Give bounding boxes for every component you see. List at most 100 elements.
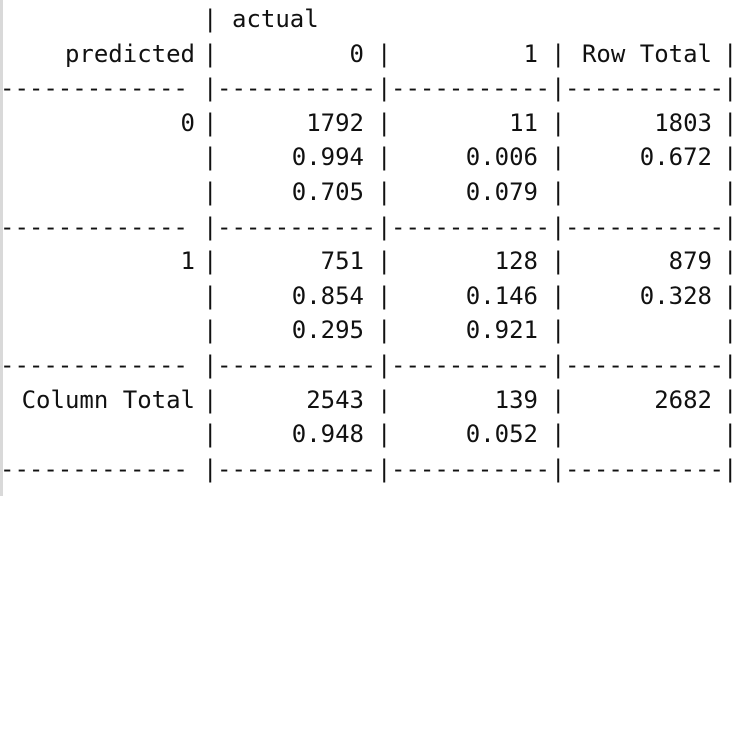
pipe: | [551, 143, 566, 172]
cell-col-prop: 0.295 [291, 316, 364, 345]
pipe: | [203, 212, 218, 241]
left-border [0, 0, 3, 496]
separator-seg: ----------- [391, 454, 550, 483]
pipe: | [551, 247, 566, 276]
row-0-col-props: | 0.705 | 0.079 | | [0, 175, 752, 210]
pipe: | [551, 350, 566, 379]
pipe: | [377, 420, 392, 449]
separator-seg: ----------- [565, 74, 724, 103]
separator-seg: ----------- [217, 212, 376, 241]
pipe: | [723, 316, 738, 345]
pipe: | [377, 108, 392, 137]
column-total-count: 2543 [306, 385, 364, 414]
pipe: | [723, 385, 738, 414]
predicted-label: predicted [64, 39, 195, 68]
pipe: | [203, 39, 218, 68]
row-1-col-props: | 0.295 | 0.921 | | [0, 313, 752, 348]
pipe: | [723, 212, 738, 241]
pipe: | [203, 385, 218, 414]
row-total-count: 879 [668, 247, 712, 276]
separator-seg: ------------- [0, 74, 188, 103]
cell-col-prop: 0.921 [465, 316, 538, 345]
pipe: | [723, 74, 738, 103]
pipe: | [377, 177, 392, 206]
pipe: | [203, 108, 218, 137]
pipe: | [551, 454, 566, 483]
pipe: | [551, 108, 566, 137]
pipe: | [377, 212, 392, 241]
separator-seg: ----------- [391, 212, 550, 241]
separator-seg: ----------- [217, 454, 376, 483]
separator-seg: ----------- [565, 350, 724, 379]
cell-col-prop: 0.705 [291, 177, 364, 206]
pipe: | [723, 420, 738, 449]
pipe: | [203, 281, 218, 310]
pipe: | [377, 74, 392, 103]
separator-line: ------------- | ----------- | ----------… [0, 210, 752, 245]
column-header-1: 1 [523, 39, 538, 68]
pipe: | [203, 177, 218, 206]
pipe: | [723, 177, 738, 206]
pipe: | [551, 385, 566, 414]
separator-seg: ----------- [391, 74, 550, 103]
pipe: | [377, 385, 392, 414]
column-header-0: 0 [349, 39, 364, 68]
separator-seg: ------------- [0, 454, 188, 483]
pipe: | [377, 281, 392, 310]
pipe: | [723, 39, 738, 68]
cell-col-prop: 0.079 [465, 177, 538, 206]
cell-count: 1792 [306, 108, 364, 137]
pipe: | [551, 420, 566, 449]
pipe: | [723, 143, 738, 172]
pipe: | [723, 350, 738, 379]
row-total-count: 1803 [654, 108, 712, 137]
row-total-prop: 0.328 [639, 281, 712, 310]
cell-row-prop: 0.994 [291, 143, 364, 172]
cell-count: 128 [494, 247, 538, 276]
separator-seg: ----------- [217, 74, 376, 103]
pipe: | [377, 247, 392, 276]
pipe: | [551, 39, 566, 68]
pipe: | [377, 143, 392, 172]
pipe: | [551, 281, 566, 310]
pipe: | [723, 247, 738, 276]
header-line-1: | actual [0, 2, 752, 37]
pipe: | [203, 454, 218, 483]
separator-seg: ----------- [565, 212, 724, 241]
grand-total: 2682 [654, 385, 712, 414]
pipe: | [203, 350, 218, 379]
separator-line: ------------- | ----------- | ----------… [0, 71, 752, 106]
column-total-prop: 0.948 [291, 420, 364, 449]
pipe: | [203, 420, 218, 449]
pipe: | [551, 177, 566, 206]
pipe: | [723, 281, 738, 310]
pipe: | [203, 143, 218, 172]
row-total-header: Row Total [581, 39, 712, 68]
column-total-prop: 0.052 [465, 420, 538, 449]
separator-seg: ----------- [565, 454, 724, 483]
column-total-label: Column Total [21, 385, 195, 414]
pipe: | [723, 454, 738, 483]
pipe: | [551, 212, 566, 241]
separator-seg: ----------- [217, 350, 376, 379]
column-total-props: | 0.948 | 0.052 | | [0, 417, 752, 452]
cell-count: 11 [509, 108, 538, 137]
row-0-counts: 0 | 1792 | 11 | 1803 | [0, 106, 752, 141]
actual-label: actual [232, 5, 319, 33]
cell-row-prop: 0.006 [465, 143, 538, 172]
row-label-0: 0 [180, 108, 195, 137]
pipe: | [377, 350, 392, 379]
pipe: | [377, 316, 392, 345]
column-total-counts: Column Total | 2543 | 139 | 2682 | [0, 383, 752, 418]
row-label-1: 1 [180, 247, 195, 276]
row-1-counts: 1 | 751 | 128 | 879 | [0, 244, 752, 279]
separator-seg: ------------- [0, 350, 188, 379]
separator-line: ------------- | ----------- | ----------… [0, 348, 752, 383]
row-total-prop: 0.672 [639, 143, 712, 172]
pipe: | [203, 247, 218, 276]
cell-count: 751 [320, 247, 364, 276]
pipe: | [377, 454, 392, 483]
separator-line: ------------- | ----------- | ----------… [0, 452, 752, 487]
pipe: | [377, 39, 392, 68]
pipe: | [203, 316, 218, 345]
